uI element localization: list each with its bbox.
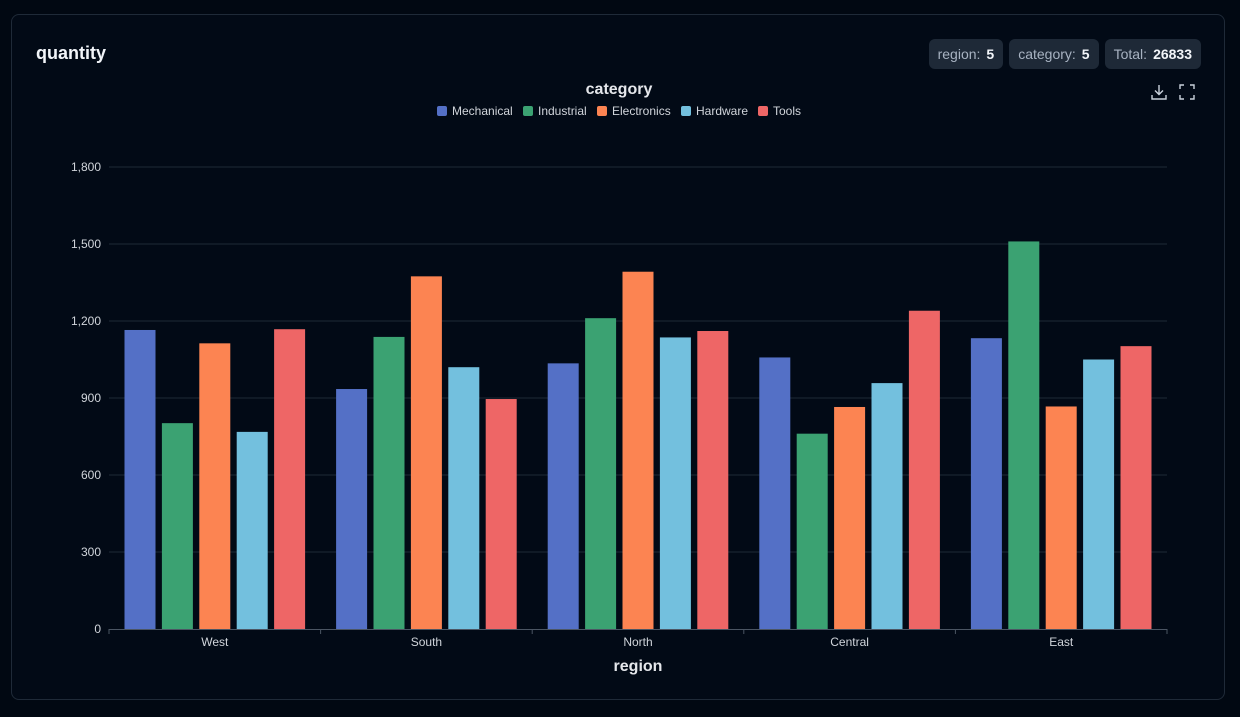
download-icon[interactable]	[1150, 83, 1168, 101]
bar[interactable]	[161, 423, 193, 629]
legend-label[interactable]: Industrial	[538, 104, 587, 118]
x-axis-title: region	[614, 658, 663, 675]
legend-label[interactable]: Tools	[773, 104, 801, 118]
y-tick-label: 0	[94, 622, 101, 636]
bar[interactable]	[547, 363, 579, 629]
bar[interactable]	[585, 318, 617, 629]
bar[interactable]	[970, 338, 1002, 629]
bar[interactable]	[448, 367, 480, 629]
bar[interactable]	[1120, 346, 1152, 629]
legend-title: category	[586, 81, 653, 98]
y-axis: 0 300 600 900 1,200 1,500 1,800	[71, 160, 101, 636]
bar[interactable]	[697, 331, 729, 629]
bar[interactable]	[796, 433, 828, 629]
x-tick-label: Central	[830, 635, 869, 649]
x-axis: West South North Central East	[108, 629, 1168, 649]
legend-swatch[interactable]	[681, 106, 691, 116]
bar[interactable]	[1008, 241, 1040, 629]
category-count-badge: category: 5	[1009, 39, 1099, 69]
bar[interactable]	[410, 276, 442, 629]
region-count-badge: region: 5	[928, 39, 1004, 69]
bars	[124, 241, 1152, 630]
badge-label: category:	[1018, 46, 1076, 62]
legend: Mechanical Industrial Electronics Hardware T…	[437, 104, 801, 118]
card-title: quantity	[36, 43, 106, 63]
bar[interactable]	[336, 389, 368, 629]
bar[interactable]	[1083, 359, 1115, 630]
y-tick-label: 300	[81, 545, 101, 559]
bar[interactable]	[622, 271, 654, 629]
y-tick-label: 1,200	[71, 314, 101, 328]
legend-label[interactable]: Electronics	[612, 104, 671, 118]
legend-label[interactable]: Hardware	[696, 104, 748, 118]
badge-value: 5	[986, 46, 995, 62]
bar[interactable]	[834, 406, 866, 629]
y-tick-label: 1,500	[71, 237, 101, 251]
bar[interactable]	[871, 383, 903, 629]
legend-swatch[interactable]	[597, 106, 607, 116]
legend-label[interactable]: Mechanical	[452, 104, 513, 118]
bar[interactable]	[199, 343, 231, 629]
bar[interactable]	[1045, 406, 1077, 629]
x-tick-label: South	[411, 635, 442, 649]
bar[interactable]	[274, 329, 306, 629]
bar[interactable]	[659, 337, 691, 629]
legend-swatch[interactable]	[758, 106, 768, 116]
summary-badges: region: 5 category: 5 Total: 26833	[928, 39, 1201, 69]
bar[interactable]	[124, 329, 156, 629]
bar[interactable]	[373, 336, 405, 629]
total-badge: Total: 26833	[1104, 39, 1201, 69]
badge-label: region:	[937, 46, 981, 62]
y-tick-label: 900	[81, 391, 101, 405]
badge-value: 5	[1081, 46, 1090, 62]
bar[interactable]	[236, 431, 268, 629]
badge-value: 26833	[1153, 46, 1192, 62]
badge-label: Total:	[1113, 46, 1148, 62]
fullscreen-icon[interactable]	[1178, 83, 1196, 101]
chart-toolbar	[1150, 83, 1196, 101]
legend-swatch[interactable]	[523, 106, 533, 116]
bar[interactable]	[759, 357, 791, 629]
legend-swatch[interactable]	[437, 106, 447, 116]
x-tick-label: North	[623, 635, 652, 649]
bar[interactable]	[908, 310, 940, 629]
y-tick-label: 1,800	[71, 160, 101, 174]
x-tick-label: East	[1049, 635, 1074, 649]
bar[interactable]	[485, 399, 517, 629]
y-tick-label: 600	[81, 468, 101, 482]
x-tick-label: West	[201, 635, 229, 649]
